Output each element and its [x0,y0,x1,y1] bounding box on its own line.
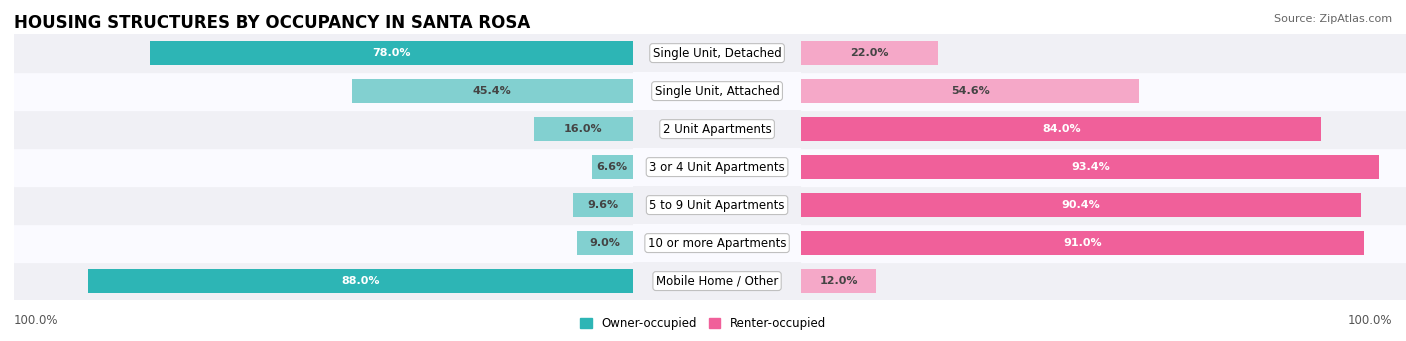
Bar [534,117,633,141]
Bar [89,269,633,293]
Text: 45.4%: 45.4% [472,86,512,96]
Text: Mobile Home / Other: Mobile Home / Other [655,275,779,287]
Bar [14,224,633,262]
Bar [801,117,1322,141]
Bar [801,72,1406,110]
Bar [574,193,633,217]
Text: 78.0%: 78.0% [373,48,411,58]
Bar [14,262,633,300]
Bar [14,186,633,224]
Bar [14,110,633,148]
Bar [801,79,1139,103]
Bar [150,41,633,65]
Bar [801,155,1379,179]
Legend: Owner-occupied, Renter-occupied: Owner-occupied, Renter-occupied [575,313,831,335]
Text: 84.0%: 84.0% [1042,124,1081,134]
Text: 22.0%: 22.0% [851,48,889,58]
Bar [801,34,1406,72]
Text: 54.6%: 54.6% [950,86,990,96]
Bar [576,231,633,255]
Bar [801,186,1406,224]
Text: 2 Unit Apartments: 2 Unit Apartments [662,123,772,136]
Text: Single Unit, Attached: Single Unit, Attached [655,85,779,98]
Text: 91.0%: 91.0% [1063,238,1102,248]
Text: 9.6%: 9.6% [588,200,619,210]
Text: 10 or more Apartments: 10 or more Apartments [648,237,786,250]
Bar [801,262,1406,300]
Text: 93.4%: 93.4% [1071,162,1109,172]
Bar [801,148,1406,186]
Bar [592,155,633,179]
Text: 3 or 4 Unit Apartments: 3 or 4 Unit Apartments [650,161,785,174]
Text: 9.0%: 9.0% [589,238,620,248]
Bar [801,269,876,293]
Text: 16.0%: 16.0% [564,124,603,134]
Text: 88.0%: 88.0% [342,276,380,286]
Bar [14,72,633,110]
Text: 5 to 9 Unit Apartments: 5 to 9 Unit Apartments [650,198,785,211]
Bar [801,193,1361,217]
Bar [14,34,633,72]
Text: 100.0%: 100.0% [14,314,59,327]
Bar [14,148,633,186]
Text: 90.4%: 90.4% [1062,200,1101,210]
Text: 100.0%: 100.0% [1347,314,1392,327]
Bar [801,224,1406,262]
Bar [352,79,633,103]
Text: 6.6%: 6.6% [596,162,628,172]
Text: Single Unit, Detached: Single Unit, Detached [652,47,782,60]
Text: HOUSING STRUCTURES BY OCCUPANCY IN SANTA ROSA: HOUSING STRUCTURES BY OCCUPANCY IN SANTA… [14,14,530,32]
Bar [801,231,1364,255]
Text: 12.0%: 12.0% [820,276,858,286]
Bar [801,41,938,65]
Text: Source: ZipAtlas.com: Source: ZipAtlas.com [1274,14,1392,24]
Bar [801,110,1406,148]
